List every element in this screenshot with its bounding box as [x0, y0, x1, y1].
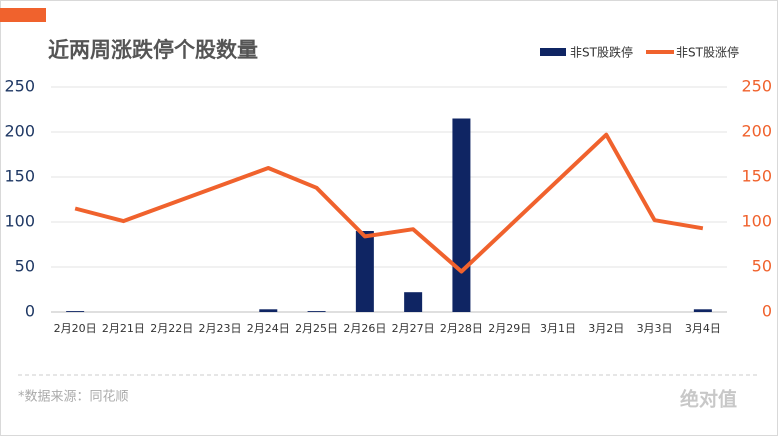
x-tick-label: 2月25日 — [295, 322, 338, 335]
accent-bar — [0, 8, 46, 22]
bar — [452, 118, 471, 312]
bar — [259, 309, 278, 312]
x-tick-label: 2月23日 — [199, 322, 242, 335]
y2-tick-label: 150 — [741, 167, 772, 186]
y2-tick-label: 250 — [741, 77, 772, 96]
x-tick-label: 3月1日 — [540, 322, 576, 335]
x-tick-label: 2月29日 — [488, 322, 531, 335]
x-tick-label: 3月2日 — [588, 322, 624, 335]
x-tick-label: 2月22日 — [150, 322, 193, 335]
x-tick-label: 2月24日 — [247, 322, 290, 335]
x-tick-label: 2月27日 — [392, 322, 435, 335]
y-tick-label: 250 — [4, 77, 35, 96]
x-tick-label: 2月28日 — [440, 322, 483, 335]
x-tick-label: 2月20日 — [54, 322, 97, 335]
y2-tick-label: 0 — [762, 302, 772, 321]
legend-swatch — [540, 48, 566, 56]
source-note: *数据来源：同花顺 — [18, 389, 129, 405]
bar — [404, 292, 423, 312]
y-tick-label: 50 — [15, 257, 35, 276]
y2-tick-label: 100 — [741, 212, 772, 231]
legend-label: 非ST股跌停 — [570, 45, 633, 60]
y-tick-label: 200 — [4, 122, 35, 141]
y-tick-label: 150 — [4, 167, 35, 186]
bar — [307, 311, 326, 312]
x-tick-label: 2月21日 — [102, 322, 145, 335]
x-tick-label: 3月3日 — [637, 322, 673, 335]
x-tick-label: 3月4日 — [685, 322, 721, 335]
bar — [355, 231, 374, 312]
bar — [693, 309, 712, 312]
y-tick-label: 100 — [4, 212, 35, 231]
y-tick-label: 0 — [25, 302, 35, 321]
legend-label: 非ST股涨停 — [676, 45, 739, 60]
line — [74, 132, 704, 274]
y2-tick-label: 200 — [741, 122, 772, 141]
bar — [66, 311, 85, 312]
watermark: 绝对值 — [680, 388, 737, 411]
chart-title: 近两周涨跌停个股数量 — [48, 38, 258, 62]
x-tick-label: 2月26日 — [343, 322, 386, 335]
y2-tick-label: 50 — [752, 257, 772, 276]
